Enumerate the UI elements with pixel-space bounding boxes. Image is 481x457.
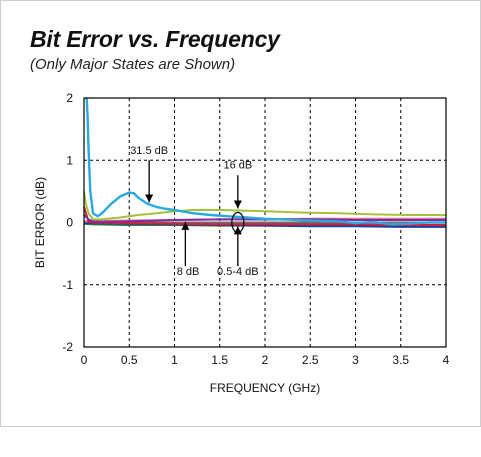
series-line: [83, 214, 446, 223]
plot-border: [83, 97, 447, 348]
x-tick-label: 2: [262, 353, 269, 367]
series-line: [85, 97, 446, 226]
annotation-arrowhead: [181, 221, 190, 230]
x-tick-label: 3.5: [392, 353, 409, 367]
y-axis-label: BIT ERROR (dB): [33, 177, 47, 268]
x-tick-label: 4: [443, 353, 450, 367]
annotation-label: 16 dB: [223, 159, 252, 171]
annotation-arrowhead: [145, 194, 154, 203]
y-tick-label: -1: [62, 278, 73, 292]
annotation-label: 0.5-4 dB: [217, 266, 259, 278]
y-tick-label: 1: [66, 153, 73, 167]
y-tick-label: -2: [62, 340, 73, 354]
tick-labels: 0 0.5 1 1.5 2 2.5 3 3.5 4 2 1 0 -1 -2: [62, 91, 449, 367]
x-tick-label: 1: [171, 353, 178, 367]
series-line: [83, 206, 446, 226]
x-tick-label: 2.5: [302, 353, 319, 367]
x-tick-label: 0: [81, 353, 88, 367]
chart-subtitle: (Only Major States are Shown): [30, 56, 236, 73]
annotation-arrowhead: [233, 226, 242, 235]
x-tick-label: 0.5: [121, 353, 138, 367]
y-tick-label: 2: [66, 91, 73, 105]
chart-title: Bit Error vs. Frequency: [30, 26, 280, 52]
x-tick-label: 1.5: [211, 353, 228, 367]
annotation-arrowhead: [233, 200, 242, 209]
annotation-label: 8 dB: [177, 266, 200, 278]
x-tick-label: 3: [352, 353, 359, 367]
x-axis-label: FREQUENCY (GHz): [210, 381, 320, 395]
series-group: [83, 97, 446, 228]
y-tick-label: 0: [66, 216, 73, 230]
annotations: 31.5 dB 16 dB 8 dB 0.5-4 dB: [130, 145, 258, 278]
annotation-ellipse: [231, 211, 245, 234]
annotation-label: 31.5 dB: [130, 145, 168, 157]
